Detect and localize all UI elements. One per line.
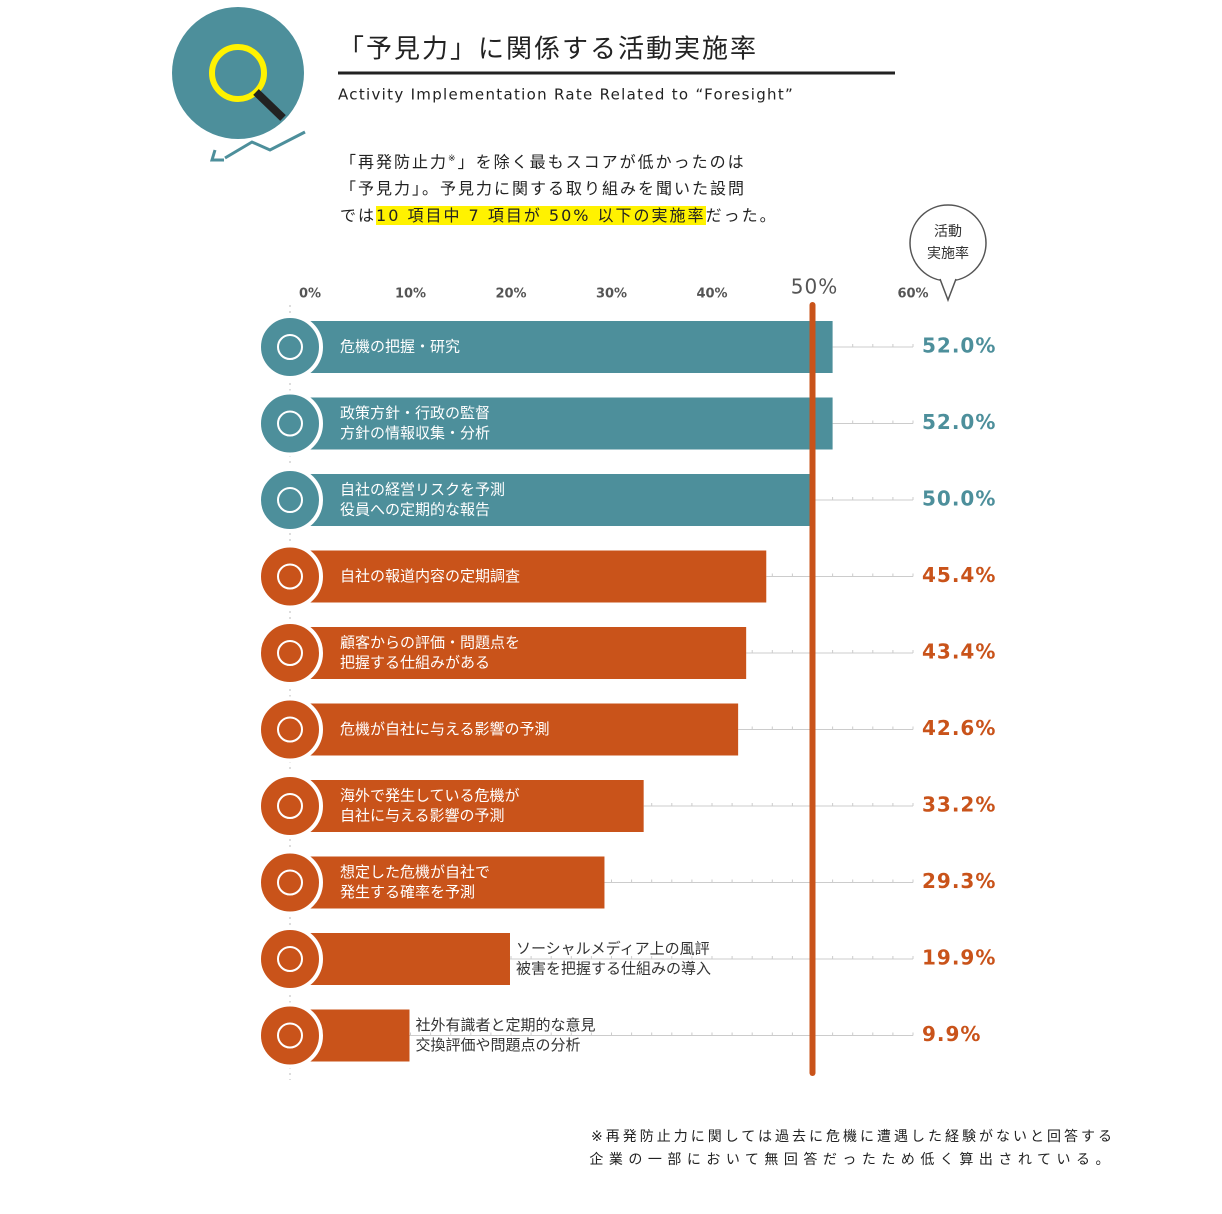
x-tick-label: 0% [299, 287, 321, 302]
category-label: 把握する仕組みがある [340, 654, 490, 672]
description: 「再発防止力※」を除く最もスコアが低かったのは 「予見力」。予見力に関する取り組… [340, 146, 778, 229]
category-label: 交換評価や問題点の分析 [415, 1036, 580, 1054]
x-tick-label: 60% [897, 287, 928, 302]
row-icon-mark [277, 334, 303, 360]
x-tick-label: 20% [495, 287, 526, 302]
row-icon [257, 620, 323, 686]
category-label: 役員への定期的な報告 [340, 501, 490, 519]
category-label: 海外で発生している危機が [340, 787, 520, 805]
row-icon-mark [277, 946, 303, 972]
desc-text: では [340, 206, 377, 226]
category-label: 顧客からの評価・問題点を [340, 634, 520, 652]
chart-title: 「予見力」に関係する活動実施率 [338, 35, 758, 65]
category-label: ソーシャルメディア上の風評 [516, 940, 710, 958]
row-icon [257, 773, 323, 839]
footnote: ※再発防止力に関しては過去に危機に遭遇した経験がないと回答する [591, 1128, 1115, 1145]
bar [310, 933, 510, 985]
row-icon-mark [277, 640, 303, 666]
value-label: 33.2% [922, 793, 996, 817]
row-icon [257, 696, 323, 763]
category-label: 危機の把握・研究 [340, 338, 460, 356]
value-label: 29.3% [922, 869, 996, 893]
bar [310, 474, 813, 526]
bar [310, 1009, 410, 1062]
x-tick-label: 40% [696, 287, 727, 302]
category-label: 自社の報道内容の定期調査 [340, 567, 520, 585]
value-label: 42.6% [922, 716, 996, 740]
bubble-pointer [939, 278, 957, 303]
category-label: 被害を把握する仕組みの導入 [516, 960, 711, 978]
category-label: 危機が自社に与える影響の予測 [340, 720, 550, 738]
row-icon-mark [277, 487, 303, 513]
category-label: 発生する確率を予測 [340, 883, 475, 901]
row-icon [257, 849, 323, 916]
row-icon-mark [277, 1022, 303, 1049]
category-label: 自社に与える影響の予測 [340, 807, 505, 825]
row-icon [257, 1002, 323, 1069]
value-label: 9.9% [922, 1022, 981, 1046]
desc-text: 「予見力」。予見力に関する取り組みを聞いた設問 [340, 179, 747, 199]
value-label: 45.4% [922, 563, 996, 587]
x-tick-label: 30% [596, 287, 627, 302]
desc-note: ※ [448, 154, 458, 164]
value-label: 43.4% [922, 640, 996, 664]
value-label: 52.0% [922, 410, 996, 434]
bar [310, 321, 833, 373]
value-header-bubble [909, 204, 987, 282]
trend-arrow [224, 130, 306, 160]
bar [310, 397, 833, 450]
value-header: 活動 [934, 224, 962, 240]
lens [209, 44, 267, 102]
row-icon-mark [277, 563, 303, 590]
row-icon [257, 926, 323, 992]
row-icon [257, 467, 323, 533]
row-icon-mark [277, 716, 303, 743]
bar [310, 627, 747, 679]
value-label: 52.0% [922, 334, 996, 358]
value-label: 50.0% [922, 487, 996, 511]
row-icon-mark [277, 869, 303, 896]
desc-highlight: 10 項目中 7 項目が 50% 以下の実施率 [376, 206, 706, 226]
row-icon-mark [277, 410, 303, 437]
category-label: 自社の経営リスクを予測 [340, 481, 505, 499]
desc-text: だった。 [705, 206, 778, 226]
row-icon [257, 314, 323, 380]
subtitle: Activity Implementation Rate Related to … [338, 86, 794, 104]
row-icon [257, 390, 323, 457]
header-icon [172, 7, 304, 139]
x-tick-label: 10% [395, 287, 426, 302]
reference-label: 50% [791, 275, 838, 299]
value-header: 実施率 [927, 245, 969, 262]
value-label: 19.9% [922, 946, 996, 970]
desc-text: 「再発防止力 [340, 152, 449, 172]
category-label: 方針の情報収集・分析 [340, 424, 490, 442]
arrow-head [209, 149, 224, 162]
category-label: 政策方針・行政の監督 [340, 404, 490, 422]
bar [310, 550, 767, 603]
desc-text: 」を除く最もスコアが低かったのは [457, 152, 746, 172]
row-icon-mark [277, 793, 303, 819]
bar [310, 703, 739, 756]
bar [310, 856, 605, 909]
handle [253, 89, 286, 121]
category-label: 社外有識者と定期的な意見 [415, 1016, 595, 1034]
bar [310, 780, 644, 832]
row-icon [257, 543, 323, 610]
category-label: 想定した危機が自社で [340, 863, 490, 881]
footnote: 企業の一部において無回答だったため低く算出されている。 [589, 1151, 1115, 1168]
